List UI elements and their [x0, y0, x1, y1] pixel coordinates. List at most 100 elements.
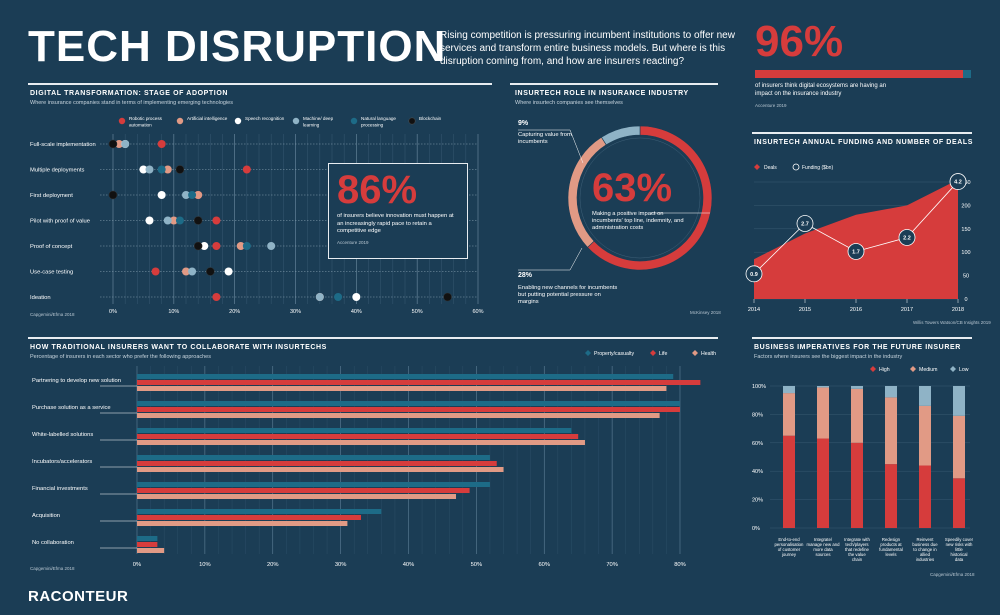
adoption-dot-0: [242, 165, 251, 174]
collab-bar-1: [137, 515, 361, 520]
funding-point-label: 1.7: [852, 249, 860, 255]
adoption-dot-2: [139, 165, 148, 174]
legend-label-1: Artificial intelligence: [187, 116, 228, 121]
legend-label-3: Machine/ deep: [303, 116, 334, 121]
adoption-dot-0: [212, 216, 221, 225]
collab-title: HOW TRADITIONAL INSURERS WANT TO COLLABO…: [30, 344, 327, 351]
imp-category-label: Integrate with: [844, 537, 870, 542]
legend-deals-marker: [754, 164, 760, 170]
callout-text: of insurers believe innovation must happ…: [337, 213, 454, 234]
adoption-dot-4: [242, 242, 251, 250]
imp-y-tick: 60%: [752, 441, 763, 447]
collab-category-label: No collaboration: [32, 540, 74, 546]
funding-point-label: 4.2: [954, 180, 962, 186]
adoption-dot-4: [175, 216, 184, 225]
imp-category-label: journey: [781, 552, 797, 557]
stat-96-bar: [755, 70, 971, 78]
adoption-dot-2: [157, 191, 166, 199]
role-label-9-text: Capturing value from incumbents: [518, 132, 572, 145]
x-tick-label: 40%: [351, 309, 362, 315]
role-rule: [510, 83, 718, 85]
imp-bar-2: [851, 386, 863, 389]
stage-label: Ideation: [30, 295, 51, 301]
role-label-9-value: 9%: [518, 120, 529, 127]
page-title: TECH DISRUPTION: [28, 22, 447, 71]
collab-legend-label-0: Property/casualty: [594, 351, 634, 357]
legend-marker-1: [176, 117, 184, 125]
imperatives-title: BUSINESS IMPERATIVES FOR THE FUTURE INSU…: [754, 344, 961, 351]
legend-marker-2: [234, 117, 242, 125]
stage-label: First deployment: [30, 193, 73, 199]
stage-label: Proof of concept: [30, 244, 73, 250]
role-center-text: 63% Making a positive impact on incumben…: [592, 168, 687, 232]
collab-x-tick: 40%: [403, 562, 415, 568]
x-tick-label: 50%: [412, 309, 423, 315]
role-donut-chart: [518, 125, 713, 271]
donut-slice-2: [601, 125, 641, 146]
funding-y-tick: 0: [964, 297, 967, 303]
imp-bar-0: [851, 442, 863, 528]
collab-category-label: Purchase solution as a service: [32, 405, 111, 411]
legend-marker-0: [118, 117, 126, 125]
adoption-dot-3: [182, 191, 190, 199]
funding-y-tick: 200: [961, 203, 970, 209]
collab-bar-0: [137, 374, 674, 379]
imperatives-rule: [752, 337, 972, 339]
collab-source: Capgemini/Efma 2018: [30, 566, 75, 571]
intro-text: Rising competition is pressuring incumbe…: [440, 30, 735, 67]
adoption-callout: 86% of insurers believe innovation must …: [328, 163, 468, 259]
collab-legend-marker-0: [585, 350, 591, 356]
imp-category-label: that redefine: [845, 547, 869, 552]
imp-legend-marker-0: [870, 366, 876, 372]
funding-point: [847, 243, 865, 260]
imp-legend-label-0: High: [879, 367, 890, 373]
imp-category-label: business due: [912, 542, 938, 547]
collab-bar-2: [137, 386, 667, 391]
imp-bar-1: [817, 387, 829, 439]
imp-bar-1: [953, 415, 965, 479]
imp-category-label: data: [955, 557, 964, 562]
collab-bar-0: [137, 509, 382, 514]
x-tick-label: 30%: [290, 309, 301, 315]
role-label-28-text: Enabling new channels for incumbents but…: [518, 285, 618, 305]
funding-point: [898, 229, 916, 246]
imp-category-label: End-to-end: [778, 537, 800, 542]
x-tick-label: 60%: [472, 309, 483, 315]
funding-point-label: 2.7: [801, 222, 809, 228]
collab-category-label: Partnering to develop new solution: [32, 378, 121, 384]
funding-point: [745, 265, 763, 283]
role-source: McKinsey 2018: [690, 310, 721, 315]
collab-bar-2: [137, 521, 348, 526]
collab-bar-2: [137, 467, 504, 472]
adoption-source: Capgemini/Efma 2018: [30, 312, 75, 317]
collab-legend-marker-2: [692, 350, 698, 356]
collab-category-label: Incubators/accelerators: [32, 459, 92, 465]
funding-point: [949, 173, 967, 190]
adoption-dot-5: [193, 241, 203, 251]
funding-x-tick: 2018: [952, 307, 964, 313]
adoption-dot-4: [188, 191, 197, 199]
imp-category-label: Reinvent: [917, 537, 935, 542]
funding-y-tick: 50: [963, 274, 969, 280]
adoption-dot-3: [121, 140, 130, 148]
collab-legend-label-1: Life: [659, 351, 667, 357]
imp-category-label: new risks with: [946, 542, 973, 547]
collab-bar-0: [137, 428, 572, 433]
adoption-dot-0: [157, 140, 166, 148]
role-label-28-value: 28%: [518, 272, 533, 279]
imp-category-label: allied: [920, 552, 931, 557]
adoption-dot-5: [175, 165, 185, 174]
collab-x-tick: 80%: [674, 562, 686, 568]
adoption-dot-2: [224, 267, 233, 276]
collab-chart: Property/casualty Life Health 0% 10% 20% 30% 40…: [32, 350, 716, 568]
adoption-dot-2: [145, 216, 154, 225]
leader-line-28: [518, 247, 583, 271]
collab-bar-2: [137, 548, 165, 553]
adoption-dot-1: [182, 267, 190, 276]
adoption-dot-1: [194, 191, 203, 199]
adoption-dot-2: [200, 242, 209, 250]
stat-96-block: 96% of insurers think digital ecosystems…: [755, 20, 975, 108]
funding-point-label: 2.2: [903, 235, 911, 241]
legend-funding-marker: [792, 163, 800, 171]
